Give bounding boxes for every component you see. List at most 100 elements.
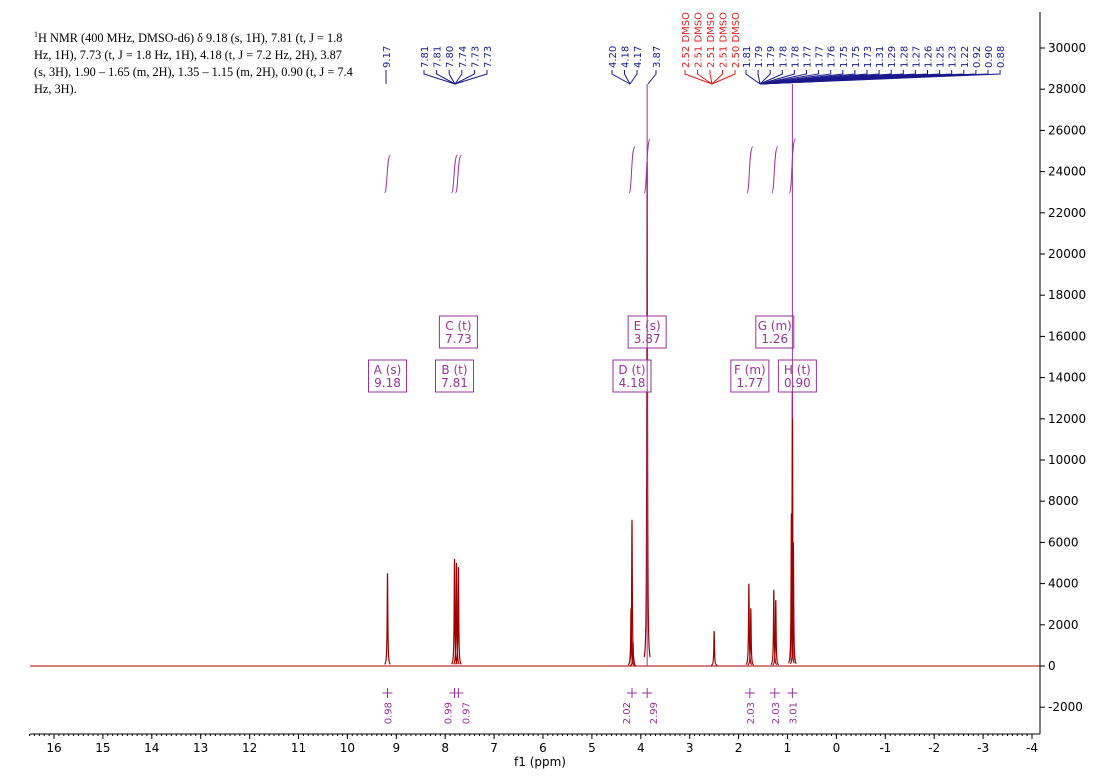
y-tick-label: 10000 (1048, 453, 1086, 467)
peak-shift-label: 1.73 (863, 46, 874, 68)
peak-label-group: 4.20 4.18 4.17 (608, 46, 644, 85)
x-tick-label: 9 (392, 741, 400, 755)
peak-shift-label: 1.79 (754, 46, 765, 68)
peak-shift-label: 1.79 (766, 46, 777, 68)
peak-shift-label: 4.17 (633, 46, 644, 68)
multiplet-box (612, 359, 652, 393)
peak-label-connector (454, 70, 475, 85)
peak-shift-label: 9.17 (382, 46, 393, 68)
x-tick-label: -3 (977, 741, 989, 755)
peak-label-connector (745, 70, 761, 85)
peak-shift-label: 7.74 (458, 46, 469, 68)
peak-shift-label: 1.25 (936, 46, 947, 68)
peak-label-connector (697, 70, 713, 85)
y-tick-label: 30000 (1048, 41, 1086, 55)
peak-shift-label: 7.73 (470, 46, 481, 68)
spectrum-peak (745, 583, 753, 665)
y-tick-label: 2000 (1048, 618, 1079, 632)
x-tick-label: 5 (588, 741, 596, 755)
y-tick-label: 16000 (1048, 329, 1086, 343)
integral-value: 0.97 (461, 702, 472, 724)
peak-label-connector (759, 70, 1001, 85)
integral-curve (384, 154, 391, 194)
y-tick-label: -2000 (1048, 700, 1083, 714)
peak-label-connector (757, 70, 761, 85)
x-axis-label: f1 (ppm) (514, 755, 566, 769)
peak-shift-label: 1.27 (911, 46, 922, 68)
multiplet-name: G (m) (758, 319, 792, 333)
integral-value: 2.02 (622, 702, 633, 724)
peak-shift-label: 2.51 DMSO (719, 12, 730, 68)
spectrum-peak (747, 608, 755, 666)
peak-shift-label: 1.77 (815, 46, 826, 68)
integral-value: 2.03 (746, 702, 757, 724)
x-tick-label: 16 (46, 741, 61, 755)
integral-value: 2.03 (771, 702, 782, 724)
multiplet-shift: 7.81 (441, 376, 468, 390)
y-tick-label: 28000 (1048, 82, 1086, 96)
peak-label-connector (454, 70, 463, 85)
integral-value: 0.99 (443, 702, 454, 724)
spectrum-peak (770, 589, 778, 666)
peak-shift-label: 1.78 (790, 46, 801, 68)
y-tick-label: 4000 (1048, 577, 1079, 591)
peak-shift-label: 1.26 (924, 46, 935, 68)
peak-shift-label: 7.81 (420, 46, 431, 68)
multiplet-box (730, 359, 770, 393)
multiplet-name: C (t) (445, 319, 471, 333)
multiplet-name: H (t) (784, 363, 811, 377)
multiplet-label-f: F (m)1.77 (730, 359, 770, 393)
peak-shift-label: 1.31 (875, 46, 886, 68)
y-tick-label: 14000 (1048, 371, 1086, 385)
peak-label-group: 1.81 1.79 1.79 1.78 1.78 1.77 1.77 1.76 1.75 1.75… (742, 46, 1007, 85)
peak-label-connector (684, 70, 713, 85)
peak-label-connector (759, 70, 820, 85)
peak-shift-label: 7.81 (433, 46, 444, 68)
peak-shift-label: 2.52 DMSO (681, 12, 692, 68)
multiplet-label-a: A (s)9.18 (367, 359, 407, 393)
multiplet-name: B (t) (441, 363, 467, 377)
multiplet-label-h: H (t)0.90 (777, 359, 817, 393)
y-tick-label: 24000 (1048, 165, 1086, 179)
peak-shift-label: 1.29 (887, 46, 898, 68)
spectrum-peak (629, 641, 637, 667)
y-tick-label: 18000 (1048, 288, 1086, 302)
nmr-description: 1H NMR (400 MHz, DMSO-d6) δ 9.18 (s, 1H)… (34, 26, 354, 98)
peak-shift-label: 7.80 (445, 46, 456, 68)
integral-curve (450, 154, 458, 194)
peak-label-group: 7.81 7.81 7.80 7.74 7.73 7.73 (420, 46, 494, 85)
multiplet-name: F (m) (734, 363, 766, 377)
peak-shift-label: 2.51 DMSO (706, 12, 717, 68)
x-tick-label: 8 (441, 741, 449, 755)
y-tick-label: 22000 (1048, 206, 1086, 220)
x-tick-label: 14 (144, 741, 159, 755)
multiplet-label-c: C (t)7.73 (438, 315, 478, 349)
multiplet-label-d: D (t)4.18 (612, 359, 652, 393)
x-tick-label: -1 (879, 741, 891, 755)
multiplet-box (777, 359, 817, 393)
peak-label-connector (759, 70, 807, 85)
peak-label-connector (454, 70, 488, 85)
peak-shift-label: 1.22 (960, 46, 971, 68)
peak-label-connector (448, 70, 456, 85)
nmr-description-text: H NMR (400 MHz, DMSO-d6) δ 9.18 (s, 1H),… (34, 31, 353, 97)
peak-label-group: 9.17 (382, 46, 393, 84)
multiplet-box (755, 315, 795, 349)
peak-shift-label: 7.73 (483, 46, 494, 68)
peak-shift-label: 2.50 DMSO (731, 12, 742, 68)
multiplet-shift: 7.73 (445, 332, 472, 346)
isotope-superscript: 1 (34, 30, 38, 39)
spectrum-peak (384, 573, 391, 665)
peak-shift-label: 1.76 (827, 46, 838, 68)
peak-shift-label: 1.75 (851, 46, 862, 68)
peak-shift-label: 2.51 DMSO (694, 12, 705, 68)
peak-shift-label: 4.18 (621, 46, 632, 68)
multiplet-name: A (s) (374, 363, 402, 377)
multiplet-shift: 0.90 (784, 376, 811, 390)
peak-shift-label: 1.75 (839, 46, 850, 68)
integral-value: 2.99 (649, 702, 660, 724)
peak-shift-label: 0.88 (996, 46, 1007, 68)
integral-value: 3.01 (788, 702, 799, 724)
spectrum-peak (455, 567, 462, 665)
peak-shift-label: 0.92 (972, 46, 983, 68)
